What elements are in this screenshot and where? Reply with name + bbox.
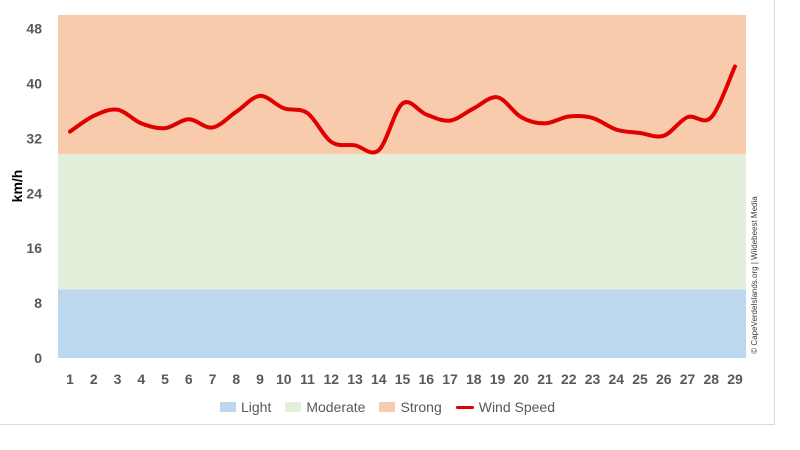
- x-tick-label: 6: [185, 371, 193, 387]
- x-tick-label: 5: [161, 371, 169, 387]
- chart-legend: Light Moderate Strong Wind Speed: [0, 397, 775, 417]
- x-tick-label: 9: [256, 371, 264, 387]
- y-tick-label: 8: [34, 295, 42, 311]
- x-tick-label: 2: [90, 371, 98, 387]
- x-tick-label: 10: [276, 371, 292, 387]
- x-tick-label: 7: [209, 371, 217, 387]
- legend-label-light: Light: [240, 399, 272, 415]
- wind-speed-line: [68, 64, 737, 155]
- x-tick-label: 11: [300, 371, 315, 387]
- x-tick-label: 27: [680, 371, 696, 387]
- x-tick-label: 15: [395, 371, 411, 387]
- x-tick-label: 29: [727, 371, 743, 387]
- legend-label-moderate: Moderate: [306, 399, 366, 415]
- x-tick-label: 1: [66, 371, 74, 387]
- x-tick-label: 22: [561, 371, 577, 387]
- y-tick-label: 48: [26, 21, 42, 37]
- legend-label-wind-speed: Wind Speed: [478, 399, 556, 415]
- x-tick-label: 8: [232, 371, 240, 387]
- x-tick-label: 14: [371, 371, 387, 387]
- y-tick-label: 16: [26, 240, 42, 256]
- chart-frame: [0, 0, 775, 425]
- x-tick-labels: 1 2 3 4 5 6 7 8 9 10 11 12 13 14 15 16 17 18 19 20 21 22 23 24 2…: [66, 371, 743, 387]
- x-tick-label: 21: [537, 371, 553, 387]
- x-tick-label: 26: [656, 371, 672, 387]
- legend-swatch-light: [219, 402, 236, 412]
- legend-swatch-strong: [379, 402, 396, 412]
- y-axis-label: km/h: [9, 170, 25, 203]
- legend-label-strong: Strong: [400, 399, 442, 415]
- series-layer: [68, 64, 737, 155]
- band-moderate: [58, 154, 746, 290]
- x-tick-label: 18: [466, 371, 482, 387]
- x-tick-label: 20: [513, 371, 529, 387]
- x-tick-label: 23: [585, 371, 601, 387]
- x-tick-label: 12: [323, 371, 339, 387]
- x-tick-label: 17: [442, 371, 458, 387]
- band-layer: [58, 15, 746, 358]
- legend-item-moderate: Moderate: [285, 399, 365, 415]
- band-light: [58, 289, 746, 358]
- credit-text: © CapeVerdeIslands.org | Wildebeest Medi…: [750, 196, 759, 354]
- x-tick-label: 13: [347, 371, 363, 387]
- y-tick-label: 40: [26, 76, 42, 92]
- legend-item-strong: Strong: [379, 399, 442, 415]
- y-tick-label: 24: [26, 185, 42, 201]
- y-tick-label: 0: [34, 350, 42, 366]
- x-tick-label: 3: [114, 371, 122, 387]
- y-tick-labels: 0 8 16 24 32 40 48: [26, 21, 42, 366]
- x-tick-label: 24: [608, 371, 624, 387]
- y-tick-label: 32: [26, 130, 42, 146]
- x-tick-label: 4: [137, 371, 145, 387]
- legend-item-light: Light: [219, 399, 272, 415]
- legend-item-wind-speed: Wind Speed: [455, 399, 556, 415]
- x-tick-label: 16: [418, 371, 434, 387]
- x-tick-label: 25: [632, 371, 648, 387]
- legend-swatch-wind-speed: [455, 405, 474, 409]
- legend-swatch-moderate: [285, 402, 302, 412]
- x-tick-label: 19: [490, 371, 506, 387]
- x-tick-label: 28: [703, 371, 719, 387]
